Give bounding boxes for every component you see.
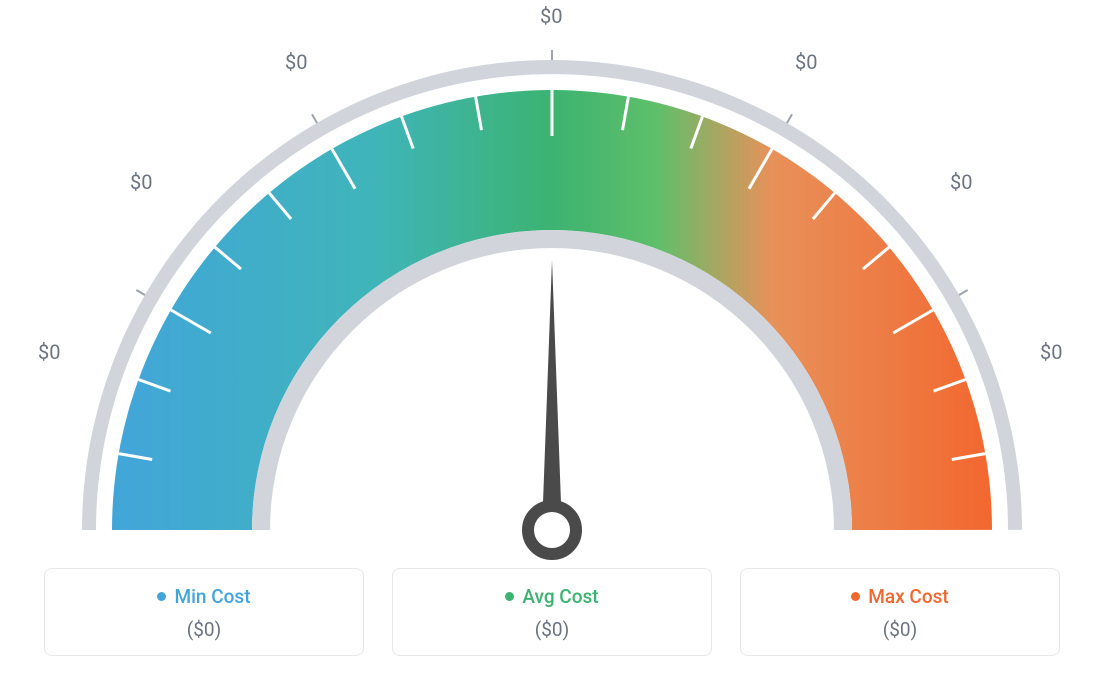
legend-card: Max Cost ($0) [740, 568, 1060, 656]
gauge-tick-label: $0 [950, 170, 972, 194]
legend-dot [505, 592, 514, 601]
outer-tick [312, 114, 317, 123]
needle-hub [528, 506, 576, 554]
legend-value: ($0) [405, 618, 699, 641]
gauge-tick-label: $0 [38, 340, 60, 364]
legend-dot [157, 592, 166, 601]
outer-tick [787, 114, 792, 123]
legend-card: Avg Cost ($0) [392, 568, 712, 656]
legend-dot [851, 592, 860, 601]
gauge-tick-label: $0 [130, 170, 152, 194]
legend-title: Min Cost [157, 585, 250, 608]
legend-value: ($0) [57, 618, 351, 641]
legend-label: Max Cost [868, 585, 948, 608]
legend-label: Avg Cost [522, 585, 598, 608]
gauge-svg [0, 0, 1104, 560]
gauge-tick-label: $0 [285, 50, 307, 74]
legend-card: Min Cost ($0) [44, 568, 364, 656]
gauge-needle [542, 260, 562, 530]
gauge-chart: $0 $0 $0 $0 $0 $0 $0 [0, 0, 1104, 560]
outer-tick [136, 290, 145, 295]
gauge-tick-label: $0 [795, 50, 817, 74]
legend-label: Min Cost [174, 585, 250, 608]
gauge-tick-label: $0 [540, 4, 562, 28]
legend-value: ($0) [753, 618, 1047, 641]
outer-tick [959, 290, 968, 295]
legend-title: Avg Cost [505, 585, 598, 608]
legend-row: Min Cost ($0) Avg Cost ($0) Max Cost ($0… [0, 560, 1104, 656]
gauge-tick-label: $0 [1040, 340, 1062, 364]
legend-title: Max Cost [851, 585, 948, 608]
